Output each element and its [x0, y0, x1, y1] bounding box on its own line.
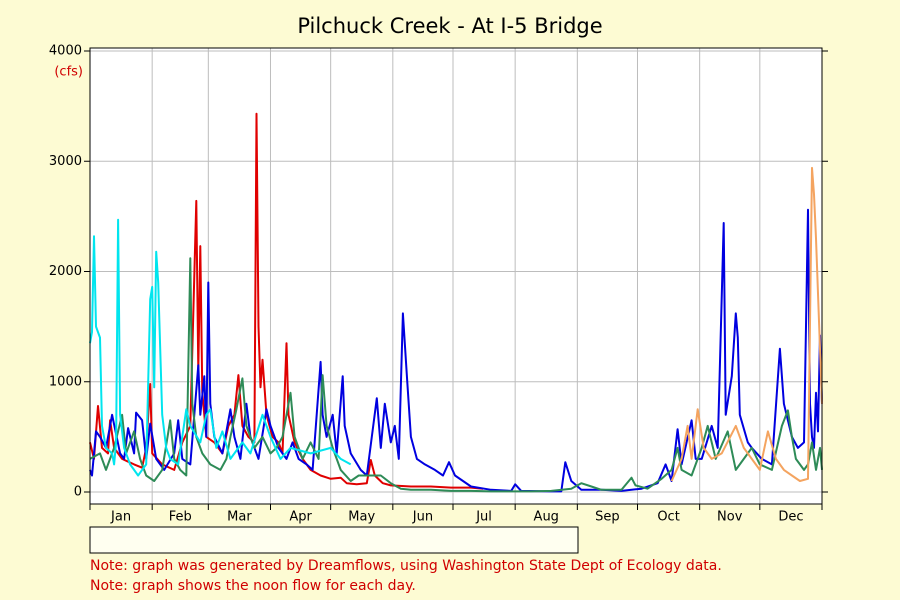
- series-line: [89, 257, 823, 493]
- x-tick-label: Dec: [778, 510, 803, 525]
- y-tick-label: 0: [74, 485, 82, 500]
- x-tick-label: Sep: [595, 510, 620, 525]
- legend: [89, 526, 579, 554]
- note: Note: graph shows the noon flow for each…: [90, 578, 416, 594]
- x-tick-label: Jul: [475, 510, 492, 525]
- plot-frame: [89, 47, 823, 505]
- series-line: [670, 166, 823, 482]
- y-tick-label: 4000: [49, 44, 82, 59]
- y-tick-label: 2000: [49, 264, 82, 279]
- x-tick-label: Mar: [227, 510, 252, 525]
- x-tick-label: Feb: [169, 510, 192, 525]
- x-tick-label: May: [348, 510, 375, 525]
- x-tick-label: Jan: [110, 510, 131, 525]
- x-tick-label: Aug: [534, 510, 559, 525]
- series-line: [89, 208, 823, 493]
- chart-title: Pilchuck Creek - At I-5 Bridge: [297, 14, 602, 38]
- y-tick-label: 1000: [49, 374, 82, 389]
- x-tick-label: Apr: [289, 510, 312, 525]
- x-tick-label: Oct: [657, 510, 679, 525]
- x-tick-label: Nov: [717, 510, 743, 525]
- x-tick-label: Jun: [412, 510, 433, 525]
- y-axis-label: (cfs): [54, 65, 83, 80]
- series-line: [89, 218, 352, 477]
- y-tick-label: 3000: [49, 154, 82, 169]
- note: Note: graph was generated by Dreamflows,…: [90, 558, 722, 574]
